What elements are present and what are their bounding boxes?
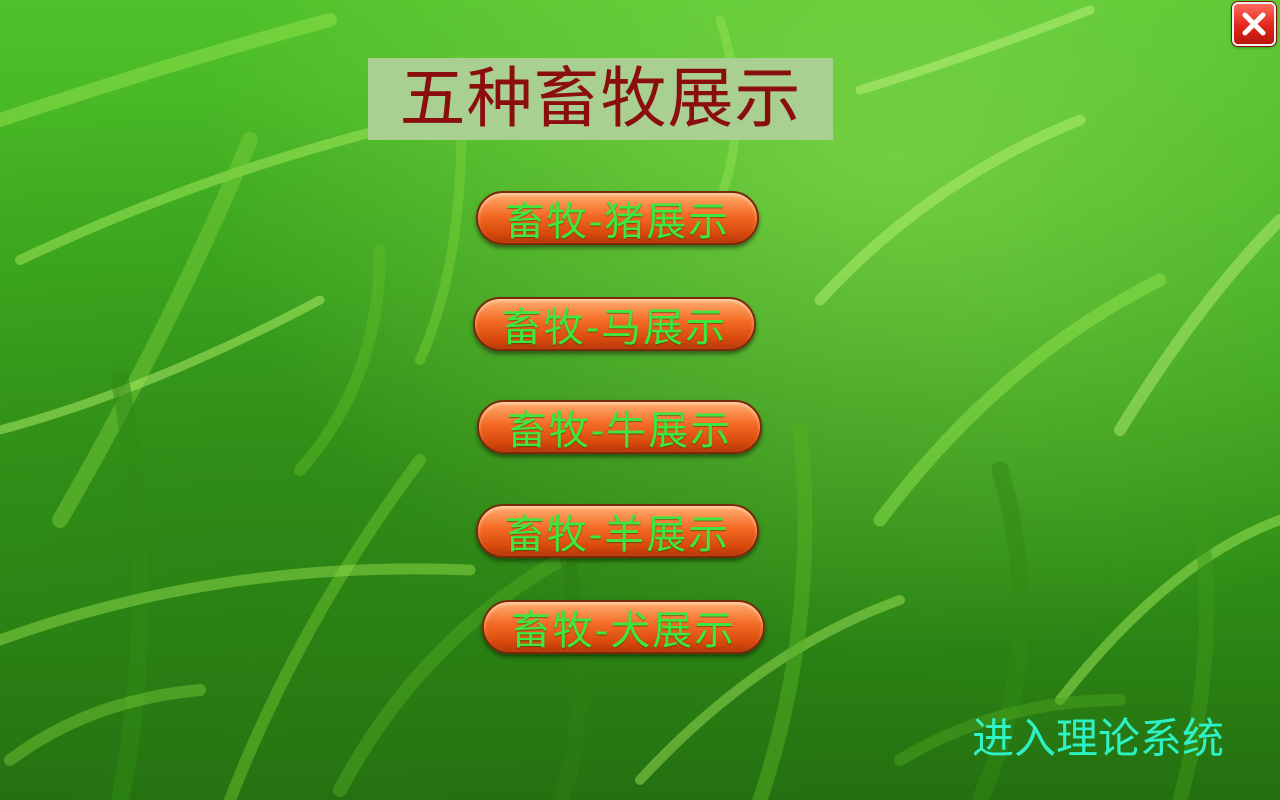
enter-theory-system-link[interactable]: 进入理论系统	[972, 714, 1225, 763]
page-title: 五种畜牧展示	[399, 60, 802, 137]
title-banner: 五种畜牧展示	[368, 58, 833, 140]
close-icon	[1242, 12, 1266, 36]
sheep-display-button[interactable]: 畜牧-羊展示	[476, 504, 759, 558]
horse-display-button-label: 畜牧-马展示	[501, 305, 728, 351]
horse-display-button[interactable]: 畜牧-马展示	[473, 297, 756, 351]
cattle-display-button[interactable]: 畜牧-牛展示	[477, 400, 762, 454]
dog-display-button[interactable]: 畜牧-犬展示	[482, 600, 765, 654]
cattle-display-button-label: 畜牧-牛展示	[506, 408, 733, 454]
dog-display-button-label: 畜牧-犬展示	[510, 608, 737, 654]
pig-display-button-label: 畜牧-猪展示	[504, 199, 731, 245]
close-button[interactable]	[1232, 2, 1276, 46]
sheep-display-button-label: 畜牧-羊展示	[504, 512, 731, 558]
pig-display-button[interactable]: 畜牧-猪展示	[476, 191, 759, 245]
